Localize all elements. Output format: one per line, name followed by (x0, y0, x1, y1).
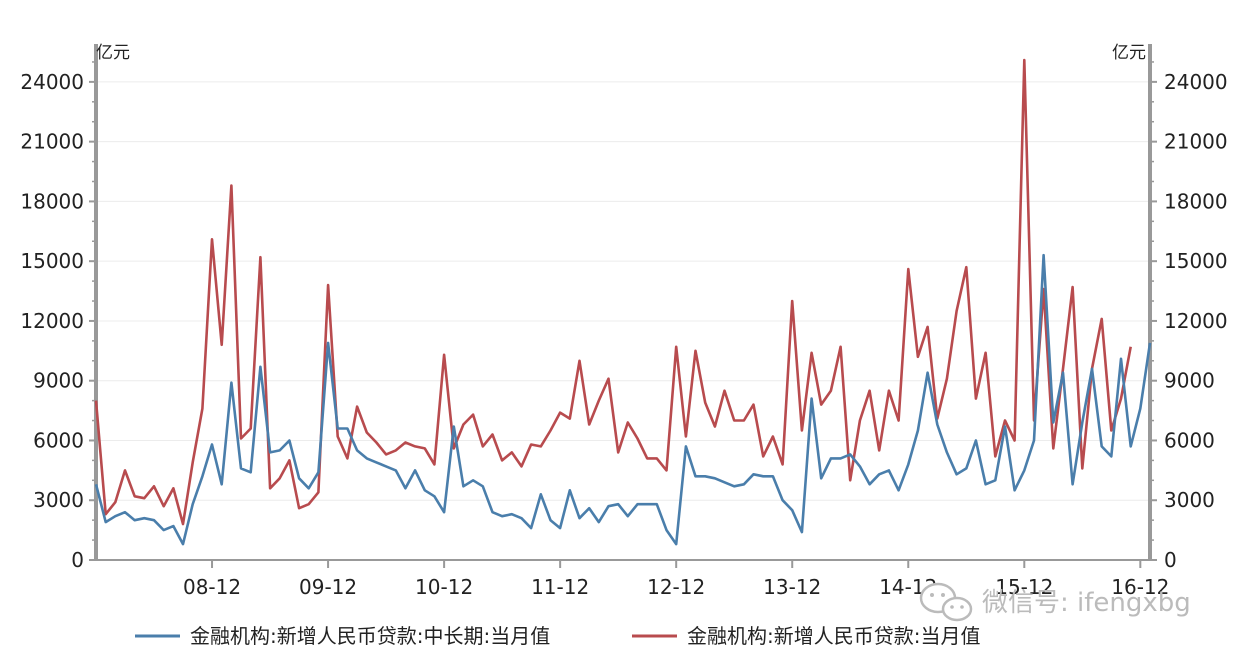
x-tick-label: 13-12 (763, 575, 821, 599)
x-tick-label: 12-12 (647, 575, 705, 599)
legend: 金融机构:新增人民币贷款:中长期:当月值 金融机构:新增人民币贷款:当月值 (135, 624, 980, 648)
y-tick-label-right: 21000 (1164, 130, 1228, 154)
y-tick-label-left: 6000 (33, 428, 84, 452)
axes (94, 44, 1152, 561)
axis-ticks: 0 0 3000 3000 6000 6000 9000 9000 12000 12000 1500… (20, 61, 1228, 599)
y-tick-label-right: 12000 (1164, 309, 1228, 333)
watermark: 微信号: ifengxbg (919, 582, 1191, 622)
y-tick-label-left: 18000 (20, 189, 84, 213)
x-tick-label: 16-12 (1111, 575, 1169, 599)
y-tick-label-right: 0 (1164, 548, 1177, 572)
y-tick-label-left: 3000 (33, 488, 84, 512)
left-y-unit-label: 亿元 (96, 43, 130, 63)
y-tick-label-right: 18000 (1164, 189, 1228, 213)
x-tick-label: 08-12 (183, 575, 241, 599)
watermark-text: 微信号: ifengxbg (982, 588, 1191, 618)
y-tick-label-right: 6000 (1164, 428, 1215, 452)
y-tick-label-left: 24000 (20, 70, 84, 94)
x-tick-label: 10-12 (415, 575, 473, 599)
y-tick-label-left: 21000 (20, 130, 84, 154)
series-line-total-new-loans (94, 58, 1132, 526)
x-tick-label: 11-12 (531, 575, 589, 599)
y-tick-label-left: 0 (71, 548, 84, 572)
legend-label-1: 金融机构:新增人民币贷款:中长期:当月值 (190, 624, 550, 648)
y-tick-label-left: 12000 (20, 309, 84, 333)
y-tick-label-right: 24000 (1164, 70, 1228, 94)
grid-lines (96, 81, 1150, 501)
x-tick-label: 09-12 (299, 575, 357, 599)
series-line-medium-long-term-loans (94, 253, 1152, 546)
x-tick-label: 15-12 (995, 575, 1053, 599)
series-lines (94, 58, 1152, 546)
wechat-icon (919, 582, 973, 622)
right-y-unit-label: 亿元 (1112, 43, 1146, 63)
legend-label-2: 金融机构:新增人民币贷款:当月值 (687, 624, 980, 648)
y-tick-label-right: 15000 (1164, 249, 1228, 273)
y-tick-label-left: 9000 (33, 369, 84, 393)
y-tick-label-right: 3000 (1164, 488, 1215, 512)
y-tick-label-right: 9000 (1164, 369, 1215, 393)
y-tick-label-left: 15000 (20, 249, 84, 273)
